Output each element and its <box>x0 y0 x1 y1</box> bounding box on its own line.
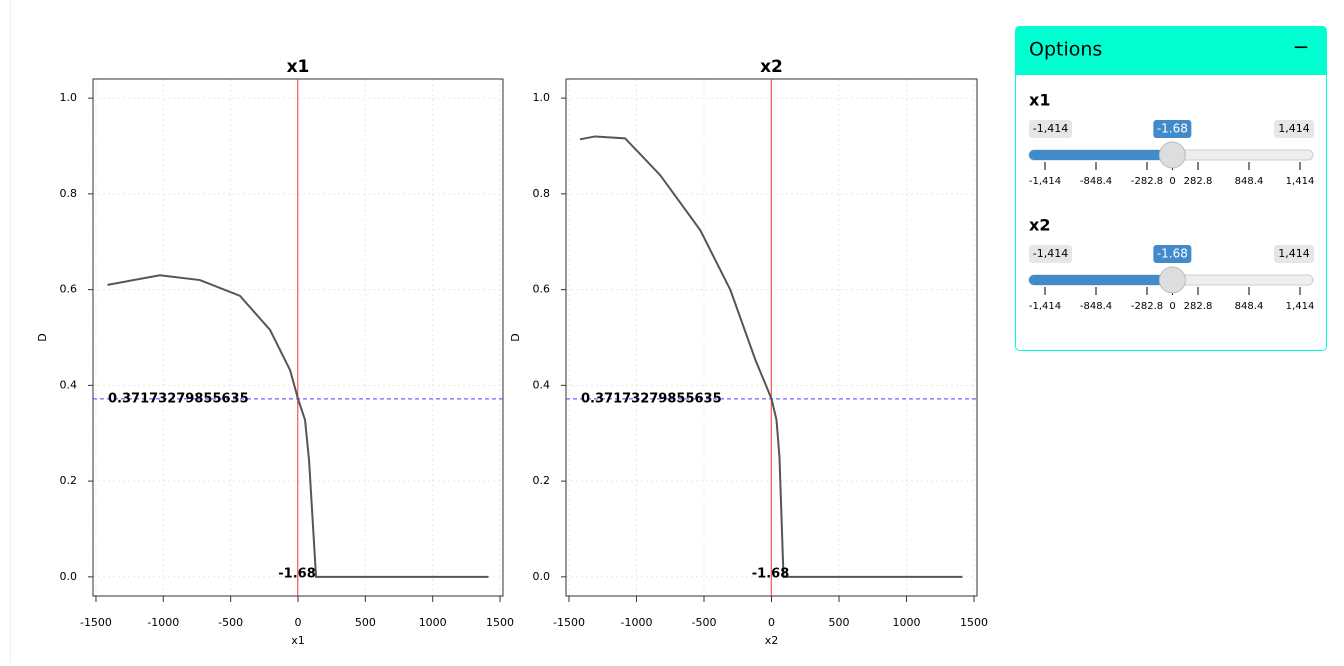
x-tick-label: 0 <box>768 616 775 629</box>
y-tick-label: 1.0 <box>533 91 551 104</box>
min-label: -1,414 <box>1033 122 1068 135</box>
y-tick-label: 1.0 <box>60 91 78 104</box>
v-reference-label: -1.68 <box>752 567 789 582</box>
slider-thumb[interactable] <box>1158 266 1186 294</box>
y-tick-label: 0.6 <box>60 283 78 296</box>
x-tick-label: 1500 <box>960 616 988 629</box>
slider-tick-label: -1,414 <box>1029 301 1061 312</box>
x-tick-label: 1500 <box>486 616 514 629</box>
data-line <box>107 274 489 578</box>
slider-tick-label: 848.4 <box>1235 176 1264 187</box>
slider-tick-label: -1,414 <box>1029 176 1061 187</box>
min-badge <box>1029 120 1072 138</box>
slider-label: x2 <box>1029 216 1050 235</box>
chart-title: x1 <box>287 57 310 77</box>
x-tick-label: 500 <box>355 616 376 629</box>
slider-tick-label: 0 <box>1169 301 1175 312</box>
y-tick-label: 0.6 <box>533 283 551 296</box>
slider-tick-label: 0 <box>1169 176 1175 187</box>
y-tick-label: 0.2 <box>533 474 551 487</box>
collapse-button[interactable]: − <box>1293 35 1310 59</box>
x-tick-label: 500 <box>829 616 850 629</box>
x-tick-label: -1500 <box>80 616 112 629</box>
max-badge <box>1274 245 1314 263</box>
h-reference-label: 0.37173279855635 <box>108 391 249 406</box>
y-tick-label: 0.0 <box>533 570 551 583</box>
x-tick-label: 1000 <box>893 616 921 629</box>
options-header <box>1015 26 1327 75</box>
y-tick-label: 0.4 <box>533 378 551 391</box>
slider-label: x1 <box>1029 91 1050 110</box>
y-tick-label: 0.2 <box>60 474 78 487</box>
x-tick-label: -1000 <box>620 616 652 629</box>
slider-tick-label: -282.8 <box>1131 301 1163 312</box>
y-axis-label: D <box>36 333 49 341</box>
slider-tick-label: 848.4 <box>1235 301 1264 312</box>
y-tick-label: 0.0 <box>60 570 78 583</box>
options-title: Options <box>1029 39 1102 61</box>
x-tick-label: -500 <box>692 616 717 629</box>
x-tick-label: -1000 <box>147 616 179 629</box>
chart-title: x2 <box>760 57 783 77</box>
slider-fill <box>1029 275 1173 285</box>
y-tick-label: 0.4 <box>60 378 78 391</box>
value-label: -1.68 <box>1157 122 1188 136</box>
slider-tick-label: -282.8 <box>1131 176 1163 187</box>
x-axis-label: x2 <box>765 634 779 647</box>
slider-tick-label: -848.4 <box>1080 301 1112 312</box>
max-badge <box>1274 120 1314 138</box>
value-label: -1.68 <box>1157 247 1188 261</box>
data-line <box>579 135 963 578</box>
value-badge <box>1153 245 1192 263</box>
slider-tick-label: 282.8 <box>1184 176 1213 187</box>
slider-fill <box>1029 150 1173 160</box>
slider-thumb[interactable] <box>1158 141 1186 169</box>
value-badge <box>1153 120 1192 138</box>
x-tick-label: 1000 <box>419 616 447 629</box>
slider-tick-label: -848.4 <box>1080 176 1112 187</box>
x-tick-label: -1500 <box>553 616 585 629</box>
slider-tick-label: 282.8 <box>1184 301 1213 312</box>
y-tick-label: 0.8 <box>60 187 78 200</box>
y-tick-label: 0.8 <box>533 187 551 200</box>
x-tick-label: 0 <box>295 616 302 629</box>
x-tick-label: -500 <box>218 616 243 629</box>
min-badge <box>1029 245 1072 263</box>
slider-tick-label: 1,414 <box>1286 301 1315 312</box>
y-axis-label: D <box>509 333 522 341</box>
h-reference-label: 0.37173279855635 <box>581 391 722 406</box>
v-reference-label: -1.68 <box>278 567 315 582</box>
max-label: 1,414 <box>1278 247 1310 260</box>
min-label: -1,414 <box>1033 247 1068 260</box>
max-label: 1,414 <box>1278 122 1310 135</box>
x-axis-label: x1 <box>291 634 305 647</box>
slider-tick-label: 1,414 <box>1286 176 1315 187</box>
